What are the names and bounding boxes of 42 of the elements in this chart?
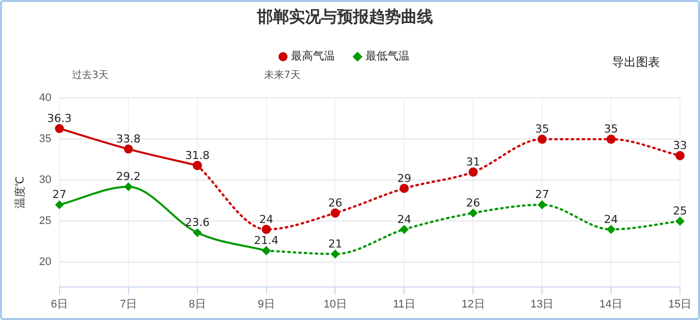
y-axis-title: 温度℃: [14, 176, 27, 208]
chart-title: 邯郸实况与预报趋势曲线: [256, 6, 433, 26]
x-tick-label: 12日: [462, 298, 485, 310]
data-label: 35: [604, 122, 618, 136]
x-tick-label: 11日: [392, 298, 416, 310]
data-label: 29.2: [116, 170, 141, 184]
data-label: 31.8: [185, 148, 210, 162]
data-label: 33: [673, 138, 687, 152]
legend-label: 最低气温: [366, 50, 410, 63]
data-label: 27: [52, 188, 66, 202]
data-label: 23.6: [185, 216, 210, 230]
data-label: 29: [397, 172, 412, 185]
text: 导出图表: [612, 54, 660, 71]
text: 未来7天: [264, 68, 300, 82]
x-tick-label: 10日: [324, 298, 347, 310]
x-tick-label: 8日: [188, 298, 206, 310]
data-label: 25: [673, 204, 687, 218]
data-label: 26: [328, 196, 342, 210]
data-label: 35: [535, 122, 550, 136]
x-tick-label: 14日: [599, 298, 623, 310]
legend-label: 最高气温: [291, 50, 335, 63]
x-tick-label: 15日: [668, 298, 692, 310]
y-tick-label: 25: [39, 215, 52, 228]
data-label: 31: [466, 155, 480, 168]
x-tick-label: 7日: [120, 298, 137, 310]
data-label: 36.3: [47, 112, 72, 125]
data-label: 26: [466, 196, 480, 210]
x-tick-label: 9日: [258, 298, 275, 310]
data-label: 33.8: [116, 132, 141, 146]
data-label: 21.4: [254, 234, 279, 248]
data-label: 24: [397, 212, 412, 226]
x-tick-label: 13日: [530, 298, 554, 310]
text: 过去3天: [72, 68, 108, 82]
x-tick-label: 6日: [50, 298, 68, 310]
y-tick-label: 35: [39, 133, 52, 146]
y-tick-label: 20: [39, 256, 52, 268]
data-label: 24: [259, 212, 274, 226]
data-label: 27: [535, 188, 550, 202]
data-label: 24: [604, 212, 618, 226]
y-tick-label: 30: [39, 174, 52, 186]
y-tick-label: 40: [39, 92, 52, 104]
data-label: 21: [328, 237, 342, 250]
